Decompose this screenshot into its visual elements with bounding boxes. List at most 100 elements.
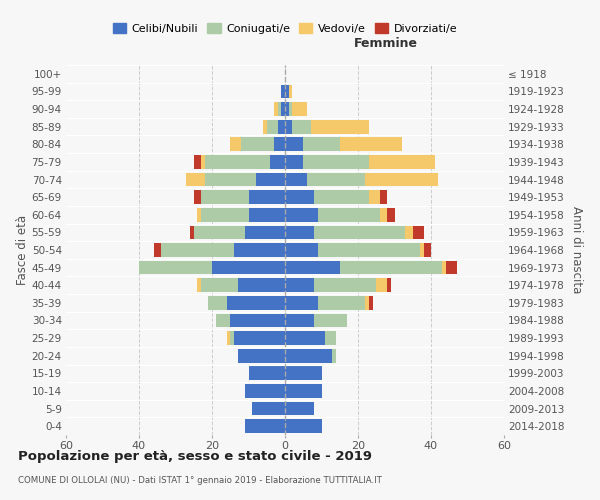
Bar: [285, 349, 332, 362]
Bar: [245, 226, 285, 239]
Bar: [285, 102, 289, 116]
Text: COMUNE DI OLLOLAI (NU) - Dati ISTAT 1° gennaio 2019 - Elaborazione TUTTITALIA.IT: COMUNE DI OLLOLAI (NU) - Dati ISTAT 1° g…: [18, 476, 382, 485]
Bar: [201, 155, 205, 169]
Bar: [197, 278, 201, 292]
Bar: [289, 102, 292, 116]
Bar: [194, 226, 245, 239]
Bar: [303, 138, 340, 151]
Y-axis label: Anni di nascita: Anni di nascita: [571, 206, 583, 294]
Bar: [314, 190, 369, 204]
Bar: [194, 190, 201, 204]
Bar: [420, 243, 424, 257]
Bar: [365, 172, 438, 186]
Bar: [248, 366, 285, 380]
Bar: [285, 84, 289, 98]
Bar: [267, 120, 278, 134]
Bar: [340, 260, 442, 274]
Bar: [285, 155, 303, 169]
Bar: [314, 226, 406, 239]
Bar: [376, 278, 387, 292]
Bar: [446, 260, 457, 274]
Bar: [380, 208, 387, 222]
Bar: [230, 138, 241, 151]
Bar: [314, 278, 376, 292]
Bar: [285, 243, 318, 257]
Bar: [234, 243, 285, 257]
Bar: [215, 314, 230, 328]
Bar: [285, 402, 314, 415]
Bar: [285, 331, 325, 345]
Bar: [369, 155, 434, 169]
Text: Femmine: Femmine: [354, 37, 418, 50]
Bar: [201, 190, 248, 204]
Bar: [292, 120, 311, 134]
Bar: [292, 102, 307, 116]
Bar: [369, 296, 373, 310]
Bar: [256, 172, 285, 186]
Bar: [201, 278, 238, 292]
Bar: [281, 84, 285, 98]
Bar: [285, 366, 322, 380]
Bar: [274, 102, 278, 116]
Bar: [285, 384, 322, 398]
Bar: [248, 190, 285, 204]
Bar: [285, 208, 318, 222]
Bar: [245, 420, 285, 433]
Bar: [271, 155, 285, 169]
Bar: [285, 120, 292, 134]
Bar: [234, 331, 285, 345]
Bar: [318, 243, 420, 257]
Bar: [325, 331, 336, 345]
Bar: [238, 278, 285, 292]
Bar: [413, 226, 424, 239]
Bar: [227, 296, 285, 310]
Bar: [212, 260, 285, 274]
Bar: [424, 243, 431, 257]
Bar: [285, 226, 314, 239]
Bar: [241, 138, 274, 151]
Bar: [230, 314, 285, 328]
Bar: [318, 296, 365, 310]
Bar: [281, 102, 285, 116]
Bar: [154, 243, 161, 257]
Bar: [318, 208, 380, 222]
Bar: [205, 155, 271, 169]
Bar: [387, 278, 391, 292]
Bar: [442, 260, 446, 274]
Bar: [387, 208, 395, 222]
Bar: [139, 260, 212, 274]
Bar: [208, 296, 227, 310]
Bar: [285, 296, 318, 310]
Bar: [311, 120, 369, 134]
Bar: [278, 120, 285, 134]
Bar: [248, 208, 285, 222]
Bar: [201, 208, 248, 222]
Bar: [278, 102, 281, 116]
Bar: [285, 314, 314, 328]
Bar: [187, 172, 205, 186]
Bar: [285, 190, 314, 204]
Bar: [227, 331, 230, 345]
Bar: [307, 172, 365, 186]
Bar: [285, 420, 322, 433]
Y-axis label: Fasce di età: Fasce di età: [16, 215, 29, 285]
Bar: [332, 349, 336, 362]
Bar: [263, 120, 267, 134]
Bar: [340, 138, 402, 151]
Bar: [194, 155, 201, 169]
Bar: [245, 384, 285, 398]
Bar: [303, 155, 369, 169]
Bar: [274, 138, 285, 151]
Bar: [230, 331, 234, 345]
Bar: [314, 314, 347, 328]
Bar: [285, 172, 307, 186]
Bar: [161, 243, 234, 257]
Bar: [197, 208, 201, 222]
Bar: [205, 172, 256, 186]
Bar: [238, 349, 285, 362]
Bar: [285, 278, 314, 292]
Bar: [369, 190, 380, 204]
Bar: [380, 190, 387, 204]
Bar: [285, 260, 340, 274]
Bar: [190, 226, 194, 239]
